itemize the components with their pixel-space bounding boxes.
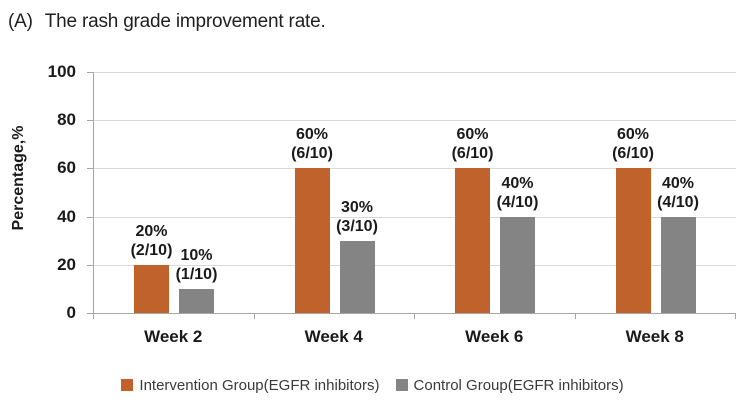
- x-category-label-week-8: Week 8: [625, 327, 684, 346]
- y-tick-mark-0: [87, 313, 94, 314]
- x-category-label-week-6: Week 6: [465, 327, 524, 346]
- bar-label-intervention-group-week-4: 60% (6/10): [267, 125, 357, 163]
- bar-label-control-group-week-4: 30% (3/10): [312, 198, 402, 236]
- bar-label-line: 60%: [456, 126, 489, 144]
- y-tick-mark-40: [87, 216, 94, 218]
- legend-label-control-group: Control Group(EGFR inhibitors): [413, 376, 624, 394]
- y-tick-label-60: 60: [57, 158, 76, 178]
- bar-label-line: (6/10): [451, 145, 494, 163]
- bar-label-intervention-group-week-6: 60% (6/10): [428, 125, 518, 163]
- bar-intervention-group-week-8: [615, 168, 651, 313]
- legend-item-control-group: Control Group(EGFR inhibitors): [395, 376, 624, 394]
- bar-control-group-week-6: [500, 216, 535, 313]
- bar-label-line: 30%: [340, 198, 374, 216]
- bar-intervention-group-week-4: [294, 168, 330, 313]
- gridline-80: [94, 120, 736, 122]
- bar-label-line: (4/10): [657, 193, 699, 211]
- y-axis-labels: 0 20 40 60 80 100: [28, 62, 84, 322]
- y-tick-mark-80: [87, 120, 94, 122]
- bar-label-line: 60%: [616, 126, 650, 144]
- bar-label-line: 10%: [180, 246, 213, 264]
- x-tick-mark-4: [735, 313, 736, 319]
- legend: Intervention Group(EGFR inhibitors) Contr…: [0, 374, 745, 396]
- bar-label-intervention-group-week-8: 60% (6/10): [588, 125, 678, 163]
- y-tick-mark-60: [87, 168, 94, 170]
- gridline-40: [94, 216, 736, 218]
- y-tick-label-80: 80: [57, 110, 76, 130]
- bar-intervention-group-week-6: [455, 168, 490, 313]
- bar-label-line: 40%: [661, 174, 695, 192]
- bar-label-line: (1/10): [175, 265, 218, 283]
- x-axis-labels: Week 2 Week 4 Week 6 Week 8: [93, 327, 735, 351]
- chart-title-text: The rash grade improvement rate.: [44, 11, 326, 32]
- bar-label-line: (3/10): [336, 217, 378, 235]
- legend-swatch-intervention-group: [121, 379, 134, 391]
- bar-control-group-week-2: [179, 288, 214, 313]
- bar-control-group-week-8: [660, 216, 696, 313]
- bar-label-line: (2/10): [130, 241, 173, 259]
- x-tick-mark-2: [414, 313, 415, 319]
- gridline-20: [94, 264, 736, 266]
- y-tick-label-0: 0: [66, 303, 76, 322]
- y-tick-mark-100: [87, 72, 94, 73]
- y-axis-title: Percentage,%: [10, 125, 27, 231]
- y-tick-mark-20: [87, 264, 94, 266]
- chart-title: (A) The rash grade improvement rate.: [8, 11, 326, 33]
- x-category-label-week-4: Week 4: [304, 327, 363, 346]
- bar-label-control-group-week-2: 10% (1/10): [152, 246, 242, 284]
- x-tick-mark-3: [575, 313, 576, 319]
- y-tick-label-20: 20: [57, 254, 76, 274]
- gridline-60: [94, 168, 736, 170]
- legend-label-intervention-group: Intervention Group(EGFR inhibitors): [139, 376, 380, 394]
- bar-label-line: 20%: [135, 222, 168, 240]
- bar-label-line: (6/10): [291, 145, 333, 163]
- y-tick-label-40: 40: [57, 206, 76, 226]
- legend-swatch-control-group: [395, 379, 408, 391]
- x-tick-mark-0: [93, 313, 94, 319]
- bar-control-group-week-4: [339, 240, 375, 313]
- bar-label-line: 40%: [501, 174, 534, 192]
- bar-label-control-group-week-6: 40% (4/10): [473, 174, 563, 212]
- bar-intervention-group-week-2: [134, 264, 169, 313]
- x-tick-mark-1: [254, 313, 255, 319]
- gridline-100: [94, 72, 736, 73]
- bar-label-line: 60%: [295, 126, 329, 144]
- bar-label-intervention-group-week-2: 20% (2/10): [107, 222, 197, 260]
- plot-area: 20% (2/10) 60% (6/10) 60% (6/10) 60% (6/10) 10%(…: [87, 72, 736, 319]
- bar-label-control-group-week-8: 40% (4/10): [633, 174, 723, 212]
- x-category-label-week-2: Week 2: [144, 327, 203, 346]
- bar-label-line: (4/10): [496, 193, 539, 211]
- bar-label-line: (6/10): [612, 145, 654, 163]
- chart-title-prefix: (A): [8, 11, 33, 32]
- y-tick-label-100: 100: [47, 62, 76, 81]
- legend-item-intervention-group: Intervention Group(EGFR inhibitors): [121, 376, 380, 394]
